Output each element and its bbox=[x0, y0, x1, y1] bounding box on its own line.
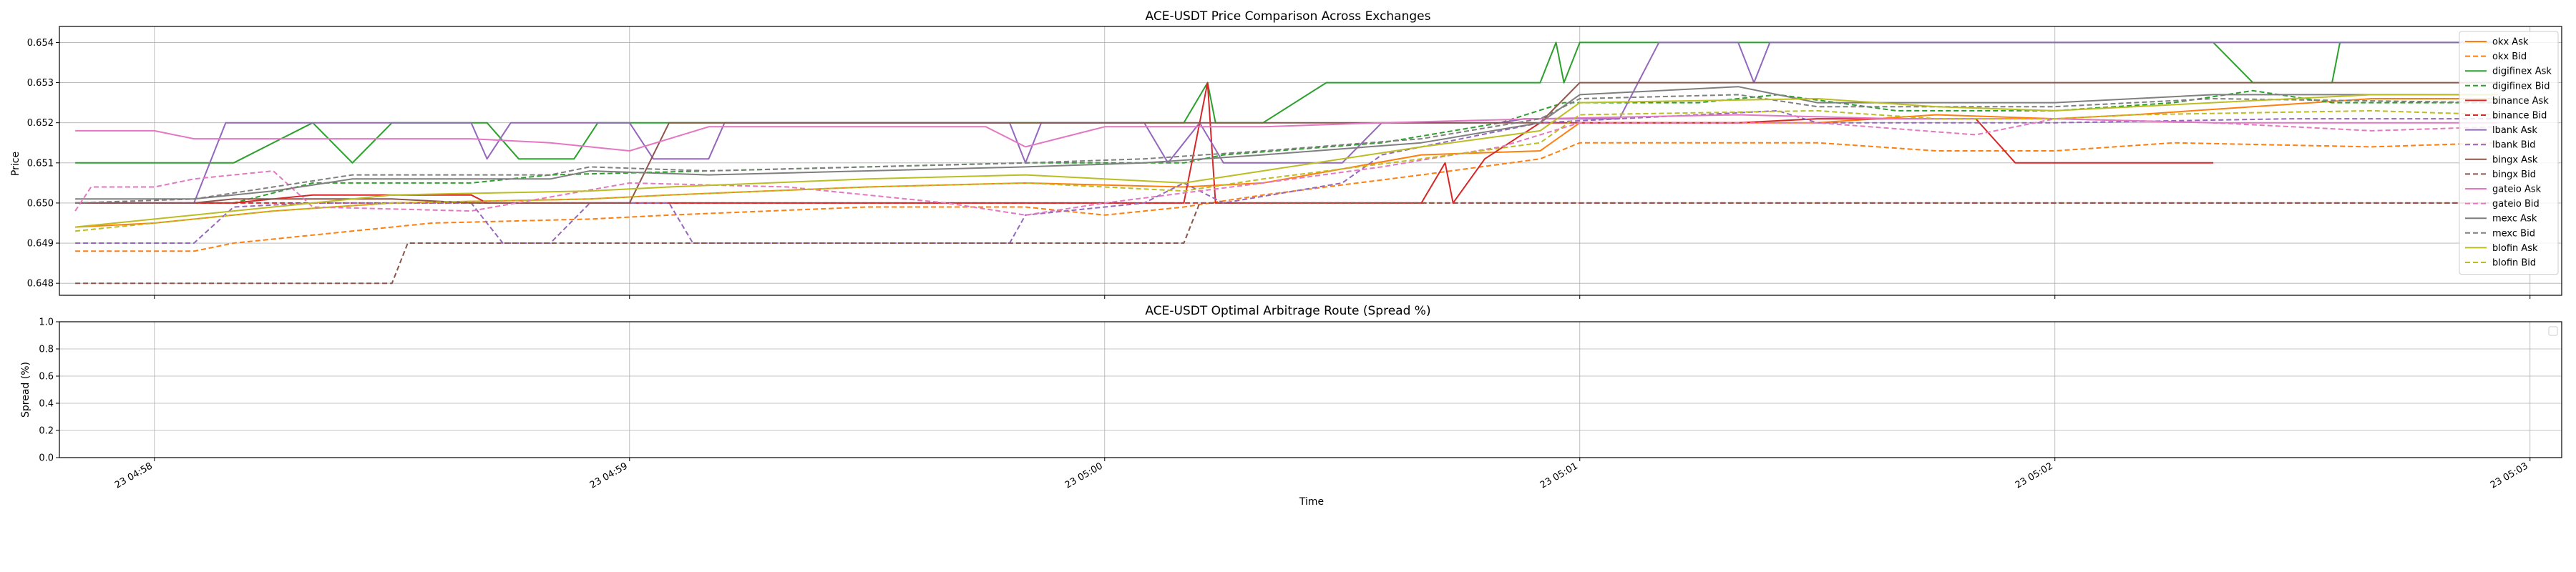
price-chart-series bbox=[74, 41, 2499, 285]
legend-box bbox=[2459, 31, 2559, 275]
y-tick-label: 0.654 bbox=[27, 38, 54, 49]
y-tick-label: 0.649 bbox=[27, 239, 54, 250]
series-line-gateio-ask bbox=[75, 114, 2499, 152]
spread-chart-frame bbox=[59, 321, 2562, 458]
series-line-mexc-ask bbox=[75, 86, 2499, 200]
legend-label: blofin Bid bbox=[2492, 258, 2536, 269]
y-tick-label: 0.2 bbox=[39, 426, 54, 437]
y-tick-label: 0.4 bbox=[39, 399, 54, 410]
price-chart: ACE-USDT Price Comparison Across Exchang… bbox=[10, 9, 2562, 299]
series-line-okx-bid bbox=[75, 142, 2499, 252]
price-chart-y-label: Price bbox=[10, 152, 21, 176]
y-tick-label: 0.650 bbox=[27, 198, 54, 209]
legend-label: bingx Ask bbox=[2492, 154, 2538, 165]
y-tick-label: 1.0 bbox=[39, 317, 54, 328]
series-line-digifinex-bid bbox=[75, 89, 2499, 204]
price-chart-x-ticks bbox=[154, 295, 2531, 299]
legend-label: binance Bid bbox=[2492, 111, 2547, 122]
legend-label: okx Ask bbox=[2492, 37, 2529, 48]
price-chart-legend: okx Ask okx Bid digifinex Ask digifinex Bid… bbox=[2459, 31, 2559, 275]
series-line-bingx-bid bbox=[75, 202, 2499, 285]
y-tick-label: 0.0 bbox=[39, 453, 54, 464]
y-tick-label: 0.8 bbox=[39, 345, 54, 355]
legend-label: blofin Ask bbox=[2492, 243, 2538, 254]
legend-label: gateio Ask bbox=[2492, 184, 2542, 195]
legend-label: bingx Bid bbox=[2492, 169, 2536, 180]
spread-chart-y-label: Spread (%) bbox=[20, 362, 31, 418]
series-line-blofin-ask bbox=[74, 94, 2499, 228]
series-line-lbank-bid bbox=[75, 109, 2499, 244]
y-tick-label: 0.652 bbox=[27, 118, 54, 129]
legend-label: mexc Bid bbox=[2492, 228, 2535, 239]
legend-label: digifinex Bid bbox=[2492, 81, 2550, 92]
series-line-blofin-bid bbox=[74, 109, 2499, 232]
series-line-mexc-bid bbox=[75, 94, 2499, 204]
legend-label: binance Ask bbox=[2492, 96, 2549, 107]
series-line-bingx-ask bbox=[75, 82, 2499, 204]
legend-label: okx Bid bbox=[2492, 51, 2527, 62]
spread-chart-y-ticks: 0.0 0.2 0.4 0.6 0.8 1.0 bbox=[39, 317, 59, 464]
legend-label: mexc Ask bbox=[2492, 214, 2537, 225]
spread-chart-legend-box bbox=[2548, 326, 2558, 336]
y-tick-label: 0.648 bbox=[27, 279, 54, 290]
price-chart-frame bbox=[59, 26, 2562, 296]
legend-label: digifinex Ask bbox=[2492, 66, 2552, 77]
y-tick-label: 0.6 bbox=[39, 372, 54, 383]
series-line-lbank-ask bbox=[75, 41, 2499, 204]
price-chart-title: ACE-USDT Price Comparison Across Exchang… bbox=[1146, 9, 1431, 24]
y-tick-label: 0.653 bbox=[27, 78, 54, 89]
legend-label: lbank Bid bbox=[2492, 140, 2536, 151]
spread-chart-title: ACE-USDT Optimal Arbitrage Route (Spread… bbox=[1145, 304, 1430, 318]
price-chart-y-ticks: 0.648 0.649 0.650 0.651 0.652 0.653 0.654 bbox=[27, 38, 59, 290]
legend-label: lbank Ask bbox=[2492, 125, 2537, 136]
spread-chart-x-label: Time bbox=[1299, 496, 1324, 508]
y-tick-label: 0.651 bbox=[27, 158, 54, 169]
legend-label: gateio Bid bbox=[2492, 199, 2540, 209]
